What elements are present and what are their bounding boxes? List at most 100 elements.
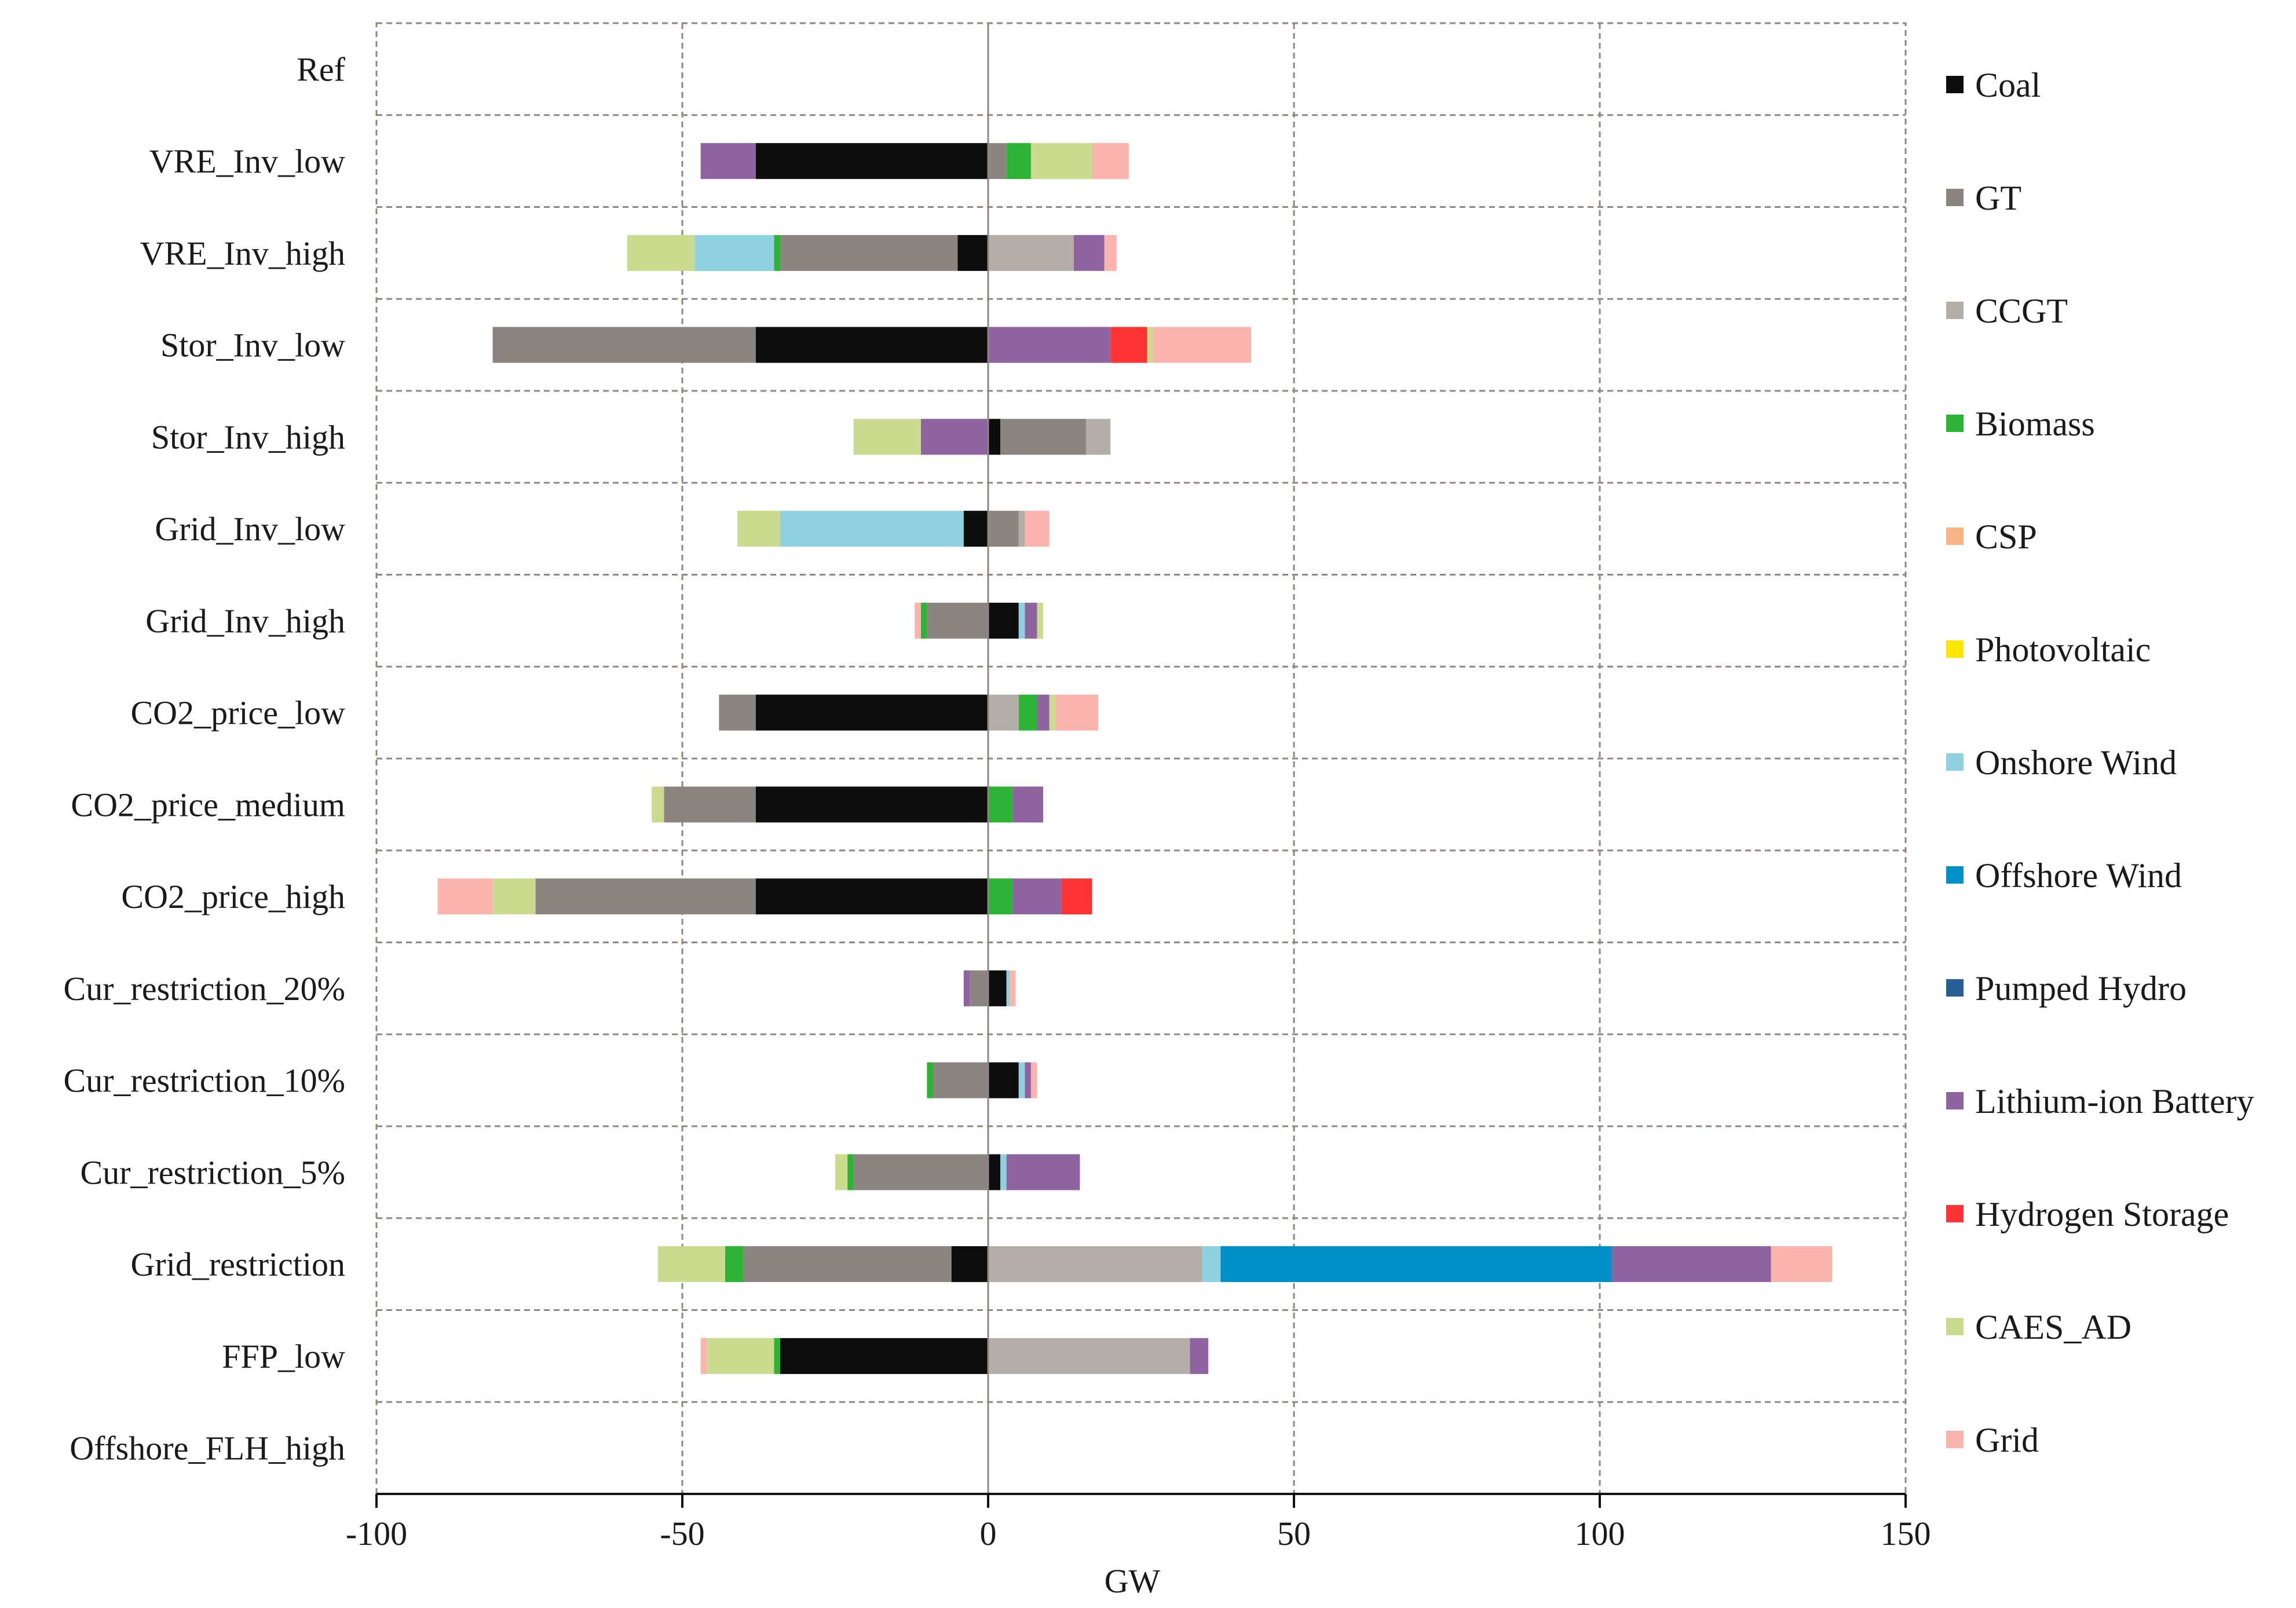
bar-coal bbox=[951, 1246, 988, 1283]
bar-onshore-wind bbox=[1000, 1154, 1007, 1191]
bar-grid bbox=[1153, 327, 1252, 363]
legend-swatch-ccgt bbox=[1946, 302, 1964, 319]
legend-label-photovoltaic: Photovoltaic bbox=[1975, 631, 2151, 669]
bar-grid bbox=[1055, 694, 1099, 731]
x-tick-label: 0 bbox=[980, 1515, 997, 1552]
legend-swatch-photovoltaic bbox=[1946, 640, 1964, 658]
bar-lithium-ion-battery bbox=[963, 970, 970, 1006]
bar-biomass bbox=[774, 235, 780, 271]
bar-grid bbox=[1025, 511, 1050, 547]
bar-onshore-wind bbox=[1018, 602, 1025, 639]
bar-coal bbox=[988, 1062, 1019, 1098]
bar-gt bbox=[719, 694, 756, 731]
bar-biomass bbox=[920, 602, 927, 639]
bar-caes-ad bbox=[737, 511, 780, 547]
bar-grid bbox=[700, 1338, 707, 1374]
bar-lithium-ion-battery bbox=[920, 419, 988, 455]
bar-onshore-wind bbox=[694, 235, 774, 271]
bar-caes-ad bbox=[652, 786, 664, 823]
bar-caes-ad bbox=[627, 235, 695, 271]
legend: Coal GT CCGT Biomass CSP Photovoltaic Onshore … bbox=[1946, 66, 2254, 1459]
bar-coal bbox=[755, 694, 988, 731]
bar-gt bbox=[933, 1062, 988, 1098]
bar-lithium-ion-battery bbox=[700, 143, 756, 180]
bar-lithium-ion-battery bbox=[1012, 786, 1044, 823]
bar-caes-ad bbox=[707, 1338, 774, 1374]
bar-coal bbox=[988, 602, 1019, 639]
bar-coal bbox=[755, 878, 988, 915]
bar-biomass bbox=[927, 1062, 933, 1098]
bar-onshore-wind bbox=[1006, 970, 1010, 1006]
bar-hydrogen-storage bbox=[1061, 878, 1092, 915]
bar-lithium-ion-battery bbox=[1073, 235, 1105, 271]
bar-coal bbox=[755, 143, 988, 180]
category-label: Stor_Inv_high bbox=[151, 418, 345, 456]
category-label: Stor_Inv_low bbox=[160, 327, 345, 364]
bar-coal bbox=[755, 327, 988, 363]
category-label: Grid_Inv_high bbox=[145, 602, 345, 640]
bar-gt bbox=[743, 1246, 952, 1283]
bar-gt bbox=[988, 511, 1019, 547]
bar-ccgt bbox=[988, 1246, 1202, 1283]
bar-biomass bbox=[1006, 143, 1031, 180]
x-tick-label: 50 bbox=[1277, 1515, 1311, 1552]
x-tick-label: -100 bbox=[346, 1515, 407, 1552]
bar-grid bbox=[1009, 970, 1016, 1006]
bar-caes-ad bbox=[657, 1246, 725, 1283]
category-label: VRE_Inv_high bbox=[140, 235, 345, 272]
legend-label-coal: Coal bbox=[1975, 66, 2041, 104]
bar-gt bbox=[970, 970, 988, 1006]
bar-coal bbox=[963, 511, 988, 547]
bar-lithium-ion-battery bbox=[1006, 1154, 1080, 1191]
bars-layer bbox=[437, 143, 1833, 1374]
legend-label-onshore-wind: Onshore Wind bbox=[1975, 743, 2177, 782]
bar-grid bbox=[1104, 235, 1117, 271]
bar-gt bbox=[664, 786, 756, 823]
bar-gt bbox=[535, 878, 756, 915]
legend-label-csp: CSP bbox=[1975, 518, 2037, 556]
bar-ccgt bbox=[988, 1338, 1190, 1374]
x-tick-label: -50 bbox=[660, 1515, 704, 1552]
x-axis-title: GW bbox=[1105, 1562, 1161, 1600]
category-label: FFP_low bbox=[222, 1338, 345, 1375]
bar-coal bbox=[755, 786, 988, 823]
legend-swatch-gt bbox=[1946, 189, 1964, 206]
legend-swatch-grid bbox=[1946, 1431, 1964, 1448]
category-label: Grid_Inv_low bbox=[155, 510, 345, 548]
bar-gt bbox=[927, 602, 988, 639]
legend-swatch-biomass bbox=[1946, 415, 1964, 432]
bar-lithium-ion-battery bbox=[1025, 602, 1037, 639]
x-tick-label: 150 bbox=[1881, 1515, 1931, 1552]
legend-label-pumped-hydro: Pumped Hydro bbox=[1975, 969, 2187, 1008]
bar-caes-ad bbox=[1037, 602, 1044, 639]
legend-label-grid: Grid bbox=[1975, 1421, 2039, 1459]
bar-lithium-ion-battery bbox=[1190, 1338, 1209, 1374]
bar-grid bbox=[1092, 143, 1129, 180]
bar-grid bbox=[915, 602, 921, 639]
axis-layer bbox=[375, 23, 1907, 1508]
legend-label-offshore-wind: Offshore Wind bbox=[1975, 856, 2182, 895]
legend-swatch-onshore-wind bbox=[1946, 753, 1964, 771]
bar-lithium-ion-battery bbox=[1012, 878, 1062, 915]
category-label: Cur_restriction_20% bbox=[64, 970, 345, 1008]
legend-label-hydrogen-storage: Hydrogen Storage bbox=[1975, 1195, 2229, 1233]
legend-swatch-pumped-hydro bbox=[1946, 979, 1964, 997]
category-label: Cur_restriction_5% bbox=[81, 1153, 345, 1191]
bar-grid bbox=[1771, 1246, 1833, 1283]
bar-caes-ad bbox=[492, 878, 536, 915]
legend-label-ccgt: CCGT bbox=[1975, 292, 2068, 330]
legend-swatch-lithium-ion-battery bbox=[1946, 1092, 1964, 1109]
bar-biomass bbox=[774, 1338, 780, 1374]
bar-gt bbox=[988, 143, 1007, 180]
bar-ccgt bbox=[1085, 419, 1111, 455]
legend-swatch-coal bbox=[1946, 76, 1964, 93]
x-tick-labels: -100 -50 0 50 100 150 bbox=[346, 1515, 1931, 1552]
bar-ccgt bbox=[988, 694, 1019, 731]
bar-onshore-wind bbox=[1202, 1246, 1221, 1283]
bar-coal bbox=[988, 419, 1001, 455]
bar-caes-ad bbox=[1030, 143, 1092, 180]
bar-coal bbox=[957, 235, 988, 271]
legend-label-biomass: Biomass bbox=[1975, 405, 2095, 443]
bar-grid bbox=[437, 878, 493, 915]
bar-caes-ad bbox=[1049, 694, 1056, 731]
